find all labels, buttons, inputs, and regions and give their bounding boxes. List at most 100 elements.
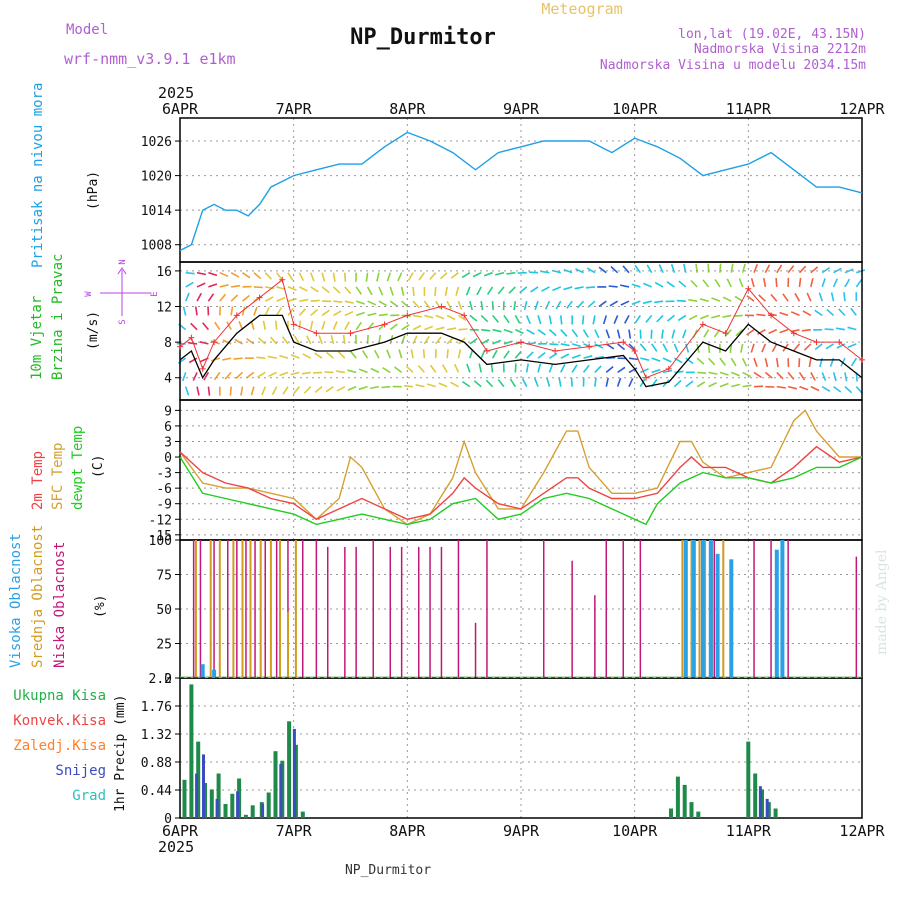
- wind-arrow: [844, 372, 848, 382]
- cloud-bar: [787, 540, 789, 678]
- cloud-bar: [691, 540, 696, 678]
- wind-arrow: [457, 300, 463, 310]
- wind-arrow: [616, 329, 621, 339]
- wind-arrow: [306, 335, 312, 345]
- wind-arrow: [620, 284, 630, 288]
- wind-arrow: [457, 349, 462, 359]
- wind-arrow: [563, 268, 573, 274]
- x-date-label-bottom: 10APR: [612, 822, 658, 840]
- cloud-bar: [622, 540, 624, 678]
- wind-arrow: [594, 355, 604, 359]
- wind-arrow: [226, 321, 232, 331]
- precip-bar: [273, 751, 278, 818]
- precip-bar: [675, 776, 680, 818]
- wind-arrow: [824, 328, 834, 331]
- wind-arrow: [566, 300, 573, 309]
- wind-arrow: [708, 381, 717, 388]
- wind-arrow: [394, 366, 403, 374]
- wind-arrow: [699, 314, 709, 320]
- cloud-bar: [315, 540, 318, 678]
- y-tick-label: 1.76: [141, 700, 172, 715]
- panel-pressure: 1008 1014 1020 1026: [141, 117, 863, 263]
- wind-arrow: [415, 384, 425, 388]
- wind-arrow: [696, 357, 705, 365]
- wind-arrow: [738, 278, 744, 288]
- wind-arrow: [424, 314, 434, 319]
- wind-gust-marker: [586, 343, 593, 350]
- cloud-bar: [213, 540, 215, 678]
- wind-arrow: [697, 371, 707, 374]
- wind-arrow: [662, 357, 672, 363]
- wind-arrow: [616, 377, 622, 387]
- wind-arrow: [771, 343, 778, 353]
- wind-arrow: [299, 298, 309, 302]
- wind-gust-marker: [790, 330, 797, 337]
- wind-arrow: [702, 279, 710, 288]
- wind-arrow: [821, 278, 826, 288]
- wind-arrow: [426, 383, 436, 388]
- wind-arrow: [602, 315, 608, 325]
- wind-arrow: [207, 293, 215, 302]
- wind-arrow: [382, 367, 391, 374]
- wind-arrow: [434, 286, 437, 296]
- cloud-bar: [639, 540, 642, 678]
- wind-arrow: [381, 385, 391, 389]
- cloud-bar: [571, 560, 573, 678]
- year-top: 2025: [158, 84, 194, 102]
- wind-arrow: [276, 286, 286, 291]
- wind-gust-marker: [745, 285, 752, 292]
- wind-arrow: [199, 341, 209, 345]
- wind-arrow: [389, 323, 398, 331]
- wind-arrow: [330, 335, 335, 345]
- wind-arrow: [242, 294, 251, 302]
- wind-arrow: [336, 385, 346, 392]
- wind-arrow: [707, 343, 711, 353]
- wind-arrow: [410, 349, 414, 359]
- wind-arrow: [349, 350, 357, 359]
- cloud-bar: [753, 540, 755, 678]
- wind-arrow: [758, 294, 766, 302]
- precip-bar: [696, 811, 701, 818]
- x-date-label-top: 12APR: [839, 100, 885, 118]
- wind-arrow: [787, 385, 798, 390]
- wind-arrow: [240, 386, 244, 396]
- wind-arrow: [741, 357, 748, 367]
- wind-arrow: [544, 300, 551, 310]
- wind-arrow: [628, 378, 634, 387]
- wind-arrow: [658, 264, 664, 274]
- wind-arrow: [814, 343, 823, 351]
- wind-arrow: [775, 358, 779, 368]
- wind-arrow: [696, 381, 706, 388]
- wind-arrow: [503, 350, 510, 359]
- wind-arrow: [314, 352, 323, 359]
- y-tick-label: 2.2: [149, 672, 172, 687]
- wind-arrow: [806, 292, 812, 302]
- wind-arrow: [446, 300, 452, 310]
- precip-bar: [215, 798, 219, 818]
- cloud-bar: [770, 540, 772, 678]
- cloud-bar: [774, 549, 779, 678]
- wind-arrow: [613, 315, 619, 325]
- y-tick-label: 1014: [141, 204, 172, 219]
- wind-arrow: [187, 341, 198, 345]
- wind-label-1: 10m Vjetar: [29, 296, 45, 380]
- y-tick-label: 1020: [141, 170, 172, 185]
- wind-arrow: [367, 300, 377, 306]
- wind-arrow: [321, 309, 330, 317]
- wind-arrow: [344, 272, 347, 282]
- cloud-bar: [279, 540, 281, 678]
- wind-arrow: [835, 327, 846, 331]
- wind-arrow: [571, 364, 578, 373]
- wind-arrow: [192, 372, 198, 381]
- wind-arrow: [412, 314, 423, 318]
- wind-arrow: [726, 278, 732, 288]
- wind-arrow: [594, 377, 597, 387]
- footer-station: NP_Durmitor: [345, 863, 431, 878]
- wind-arrow: [666, 281, 675, 288]
- wind-arrow: [833, 386, 842, 393]
- y-tick-label: 0: [164, 672, 172, 687]
- wind-arrow: [275, 320, 278, 330]
- wind-arrow: [429, 272, 437, 280]
- cloud-bar: [287, 540, 289, 678]
- wind-arrow: [730, 263, 734, 273]
